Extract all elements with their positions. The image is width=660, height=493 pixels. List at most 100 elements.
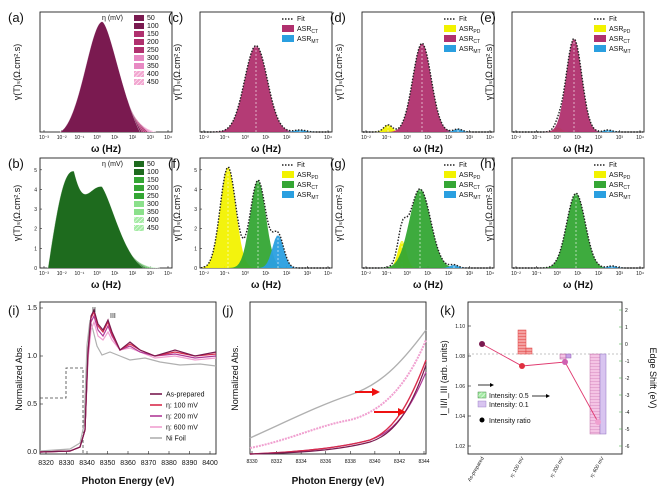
xtick-label: 10⁻² [199,135,209,141]
legend-mt: ASRMT [609,46,631,55]
panel-c: (c) γ(T)ₛ(Ω.cm².s) ω (Hz) 10⁻² 10⁻¹ 10⁰ 10¹ 10²… [168,10,333,155]
xtick-label: 10⁻¹ [532,271,542,277]
legend-fit: Fit [609,16,617,23]
xtick-label: 10⁰ [554,135,562,141]
xtick-label: 10⁻² [57,271,67,277]
eta-legend-100: 100 [147,23,159,30]
panel-k-label: (k) [440,303,455,318]
legend-ct: ASRCT [609,36,630,45]
i-legend-label: η: 100 mV [166,403,198,410]
k-ytick-right-label: -5 [625,427,630,433]
panel-k-legend: Intensity: 0.5 Intensity: 0.1 Intensity … [477,383,550,425]
eta-legend-350: 350 [147,209,159,216]
legend-ct: ASRCT [297,26,318,35]
panel-j-ylabel: Normalized Abs. [230,345,240,411]
ytick-label: 4 [194,187,197,193]
legend-pd: ASRPD [459,172,481,181]
legend-mt: ASRMT [297,192,319,201]
eta-swatch [134,161,144,167]
component-ct [363,189,493,268]
panel-g-ylabel: γ(T)ₛ(Ω.cm².s) [334,185,344,242]
legend-fit: Fit [609,162,617,169]
panel-k-yticks-left: 1.02 1.04 1.06 1.08 1.10 [455,324,471,450]
eta-legend-350: 350 [147,63,159,70]
xtick-label: 10⁴ [324,271,332,277]
panel-j-xlabel: Photon Energy (eV) [292,476,385,487]
panel-b: (b)γ(T)ₛ(Ω.cm².s)ω (Hz)10⁻³ 10⁻² 10⁻¹ 10⁰ 10… [8,156,173,291]
annotation-ii: II [92,307,96,314]
legend-ratio-marker [479,417,485,423]
legend-swatch-mt [594,45,606,52]
bar-200-pink [559,353,567,360]
eta-swatch [134,209,144,215]
xtick-label: 10¹ [111,135,119,141]
xtick-label: 10¹ [424,135,432,141]
legend-fit: Fit [297,16,305,23]
legend-swatch-ct [594,35,606,42]
intensity-ratio-line [481,343,599,423]
legend-swatch-ct [444,181,456,188]
xtick-label: 10² [129,271,137,277]
xtick-label: 10⁴ [636,271,644,277]
panel-b-xlabel: ω (Hz) [91,280,121,291]
xtick-label: 10¹ [574,271,582,277]
ytick-label: 0 [194,266,197,272]
panel-j-label: (j) [222,303,234,318]
eta-legend-200: 200 [147,39,159,46]
eta-swatch [134,177,144,183]
j-xtick-label: 8338 [345,459,356,465]
xtick-label: 10⁻³ [39,271,49,277]
legend-ct: ASRCT [297,182,318,191]
xtick-label: 10¹ [424,271,432,277]
xtick-label: 10⁴ [636,135,644,141]
as-prepared-curve [39,308,217,453]
xtick-label: 10⁻² [199,271,209,277]
panel-g: (g) γ(T)ₛ(Ω.cm².s) ω (Hz) 10⁻² 10⁻¹ 10⁰ 10¹ 10²… [330,156,495,291]
legend-intensity-05: Intensity: 0.5 [489,393,529,400]
xtick-label: 10⁻¹ [220,135,230,141]
panel-i-legend: As-prepared η: 100 mV η: 200 mV η: 600 mV Ni… [150,392,205,443]
component-mt [363,129,493,132]
i-xtick-label: 8380 [161,460,177,467]
xtick-label: 10⁻² [361,271,371,277]
legend-fit: Fit [297,162,305,169]
xtick-label: 10² [283,271,291,277]
eta-swatch [134,39,144,45]
i-legend-label: η: 600 mV [166,425,198,432]
component-ct [201,45,331,132]
i-legend-label: Ni Foil [166,436,186,443]
j-xtick-label: 8344 [418,459,429,465]
i-legend-label: As-prepared [166,392,205,399]
row-top: (a) γ(T)ₛ(Ω.cm².s) ω (Hz) 10⁻³ 10⁻² 10⁻¹ 10⁰ 10… [8,10,645,155]
i-xtick-label: 8370 [141,460,157,467]
eta-legend-250: 250 [147,47,159,54]
xtick-label: 10⁻¹ [220,271,230,277]
fit-curve [513,192,643,269]
ytick-label: 1 [194,246,197,252]
bar-600-purple [599,353,607,435]
i-ytick-label: 0.0 [27,449,37,456]
annotation-iii: III [110,313,116,320]
eta-legend-50: 50 [147,15,155,22]
legend-swatch-pd [594,171,606,178]
eta-swatch [134,63,144,69]
panel-k-yticks-right: 2 1 0 -1 -2 -3 -4 -5 -6 [619,308,630,450]
panel-i-xanes: (i) 0.0 0.5 1.0 1.5 8320 8330 8340 8350 8360 837… [8,301,218,487]
eta-swatch [134,15,144,21]
k-category-label: η: 600 mV [589,455,606,478]
component-pd [201,167,331,268]
xtick-label: 10⁻³ [39,135,49,141]
legend-swatch-pd [594,25,606,32]
xtick-label: 10⁰ [404,271,412,277]
legend-intensity-ratio: Intensity ratio [489,418,531,425]
eta-swatch [134,169,144,175]
k-ytick-label: 1.06 [455,384,465,390]
k-category-label: η: 200 mV [549,455,566,478]
xtick-label: 10³ [616,135,624,141]
panel-a-label: (a) [8,10,24,25]
panel-f: (f) γ(T)ₛ(Ω.cm².s) ω (Hz) 10⁻² 10⁻¹ 10⁰ 10¹ 10²… [168,156,333,291]
eta-swatch [134,185,144,191]
legend-ct: ASRCT [459,182,480,191]
xtick-label: 10⁻¹ [382,271,392,277]
xtick-label: 10³ [616,271,624,277]
